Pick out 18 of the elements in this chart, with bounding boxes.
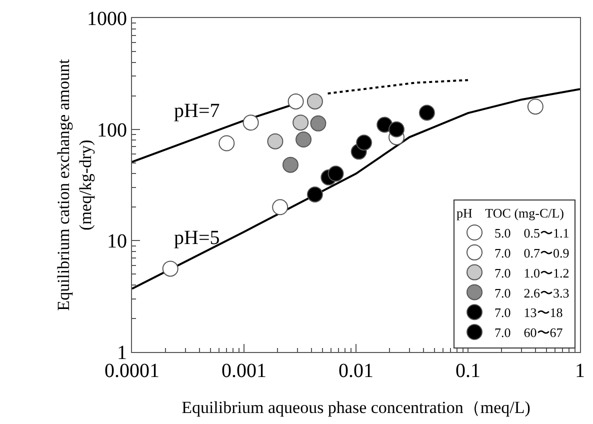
legend-label: 7.0 60〜67 xyxy=(494,325,564,340)
legend-label: 7.0 13〜18 xyxy=(494,305,563,320)
legend-title: pH TOC (mg-C/L) xyxy=(456,206,564,221)
y-tick-label: 10 xyxy=(107,230,127,253)
x-tick-label: 0.01 xyxy=(338,360,374,382)
y-tick-label: 1000 xyxy=(87,8,127,30)
series-label: pH=7 xyxy=(174,100,220,122)
legend-label: 7.0 0.7〜0.9 xyxy=(494,245,570,260)
x-axis-title: Equilibrium aqueous phase concentration（meq/L) xyxy=(182,398,530,417)
series-label: pH=5 xyxy=(174,227,220,249)
x-tick-label: 0.001 xyxy=(222,360,266,382)
legend-label: 7.0 1.0〜1.2 xyxy=(494,265,570,280)
legend-label: 7.0 2.6〜3.3 xyxy=(494,285,570,300)
legend-label: 5.0 0.5〜1.1 xyxy=(494,226,570,241)
y-axis-title: Equilibrium cation exchange amount (meq/kg-dry) xyxy=(54,58,95,311)
y-tick-label: 100 xyxy=(97,119,127,142)
x-tick-label: 0.1 xyxy=(456,360,480,382)
x-tick-label: 1 xyxy=(575,360,585,382)
